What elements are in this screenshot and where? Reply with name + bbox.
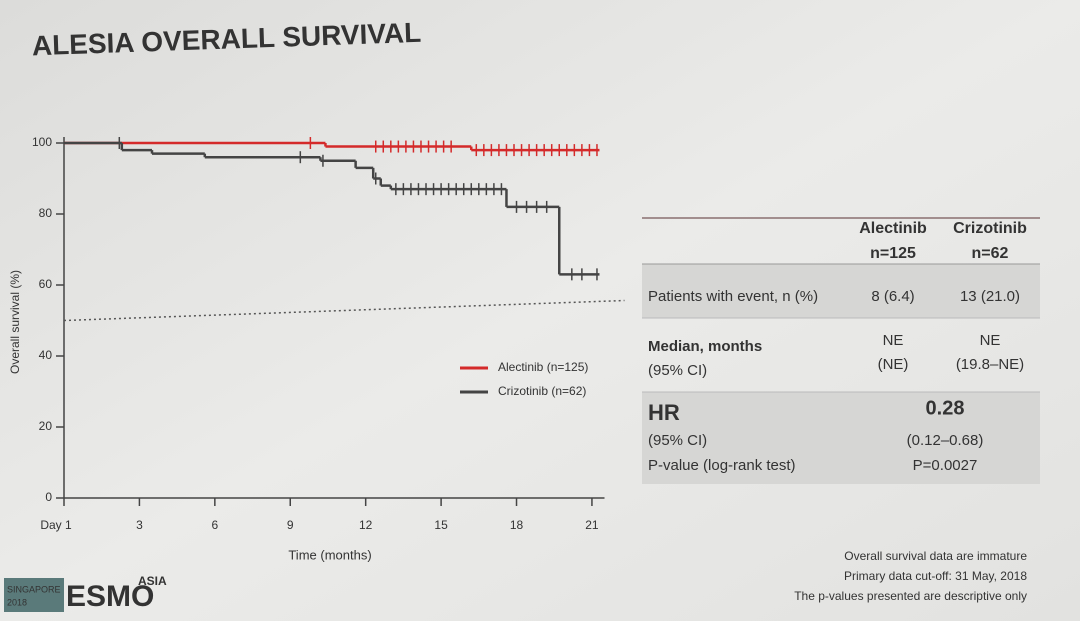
table-merged-cell: P=0.0027	[913, 457, 978, 474]
row-label: Patients with event, n (%)	[648, 288, 818, 305]
footnote: Primary data cut-off: 31 May, 2018	[844, 569, 1027, 583]
reference-line	[63, 299, 625, 322]
column-n: n=62	[972, 245, 1009, 262]
y-tick-label: 80	[39, 206, 53, 220]
x-tick-label: 3	[136, 518, 143, 532]
column-header: Crizotinib	[953, 220, 1027, 237]
table-shade	[642, 392, 1040, 484]
x-tick-label: 15	[434, 518, 448, 532]
x-tick-label: 21	[585, 518, 599, 532]
y-tick-label: 100	[32, 135, 52, 149]
table-cell: 13 (21.0)	[960, 288, 1020, 305]
footnote: The p-values presented are descriptive o…	[794, 589, 1027, 603]
y-axis-label: Overall survival (%)	[8, 270, 22, 374]
table-cell: 8 (6.4)	[871, 288, 914, 305]
row-label: HR	[648, 400, 680, 425]
y-tick-label: 0	[45, 490, 52, 504]
x-tick-label: 6	[211, 518, 218, 532]
table-cell: (NE)	[878, 356, 909, 373]
table-merged-cell: 0.28	[926, 397, 965, 419]
row-label: (95% CI)	[648, 362, 707, 379]
column-header: Alectinib	[859, 220, 927, 237]
row-label: Median, months	[648, 338, 762, 355]
x-tick-label: 18	[510, 518, 524, 532]
table-cell: NE	[980, 332, 1001, 349]
row-label: P-value (log-rank test)	[648, 457, 796, 474]
logo-box	[4, 578, 64, 612]
footnote: Overall survival data are immature	[844, 549, 1027, 563]
column-n: n=125	[870, 245, 916, 262]
table-cell: (19.8–NE)	[956, 356, 1024, 373]
logo-year: 2018	[7, 597, 27, 607]
legend-label: Crizotinib (n=62)	[498, 384, 586, 398]
logo-city: SINGAPORE	[7, 584, 61, 594]
x-tick-label: 9	[287, 518, 294, 532]
table-shade	[642, 264, 1040, 318]
logo-name: ESMO	[66, 580, 154, 613]
x-tick-label: Day 1	[40, 518, 72, 532]
row-label: (95% CI)	[648, 432, 707, 449]
table-merged-cell: (0.12–0.68)	[907, 432, 984, 449]
x-tick-label: 12	[359, 518, 373, 532]
y-tick-label: 40	[39, 348, 53, 362]
legend-label: Alectinib (n=125)	[498, 360, 588, 374]
logo-suffix: ASIA	[138, 574, 167, 588]
table-cell: NE	[883, 332, 904, 349]
y-tick-label: 60	[39, 277, 53, 291]
y-tick-label: 20	[39, 419, 53, 433]
x-axis-label: Time (months)	[288, 547, 371, 562]
